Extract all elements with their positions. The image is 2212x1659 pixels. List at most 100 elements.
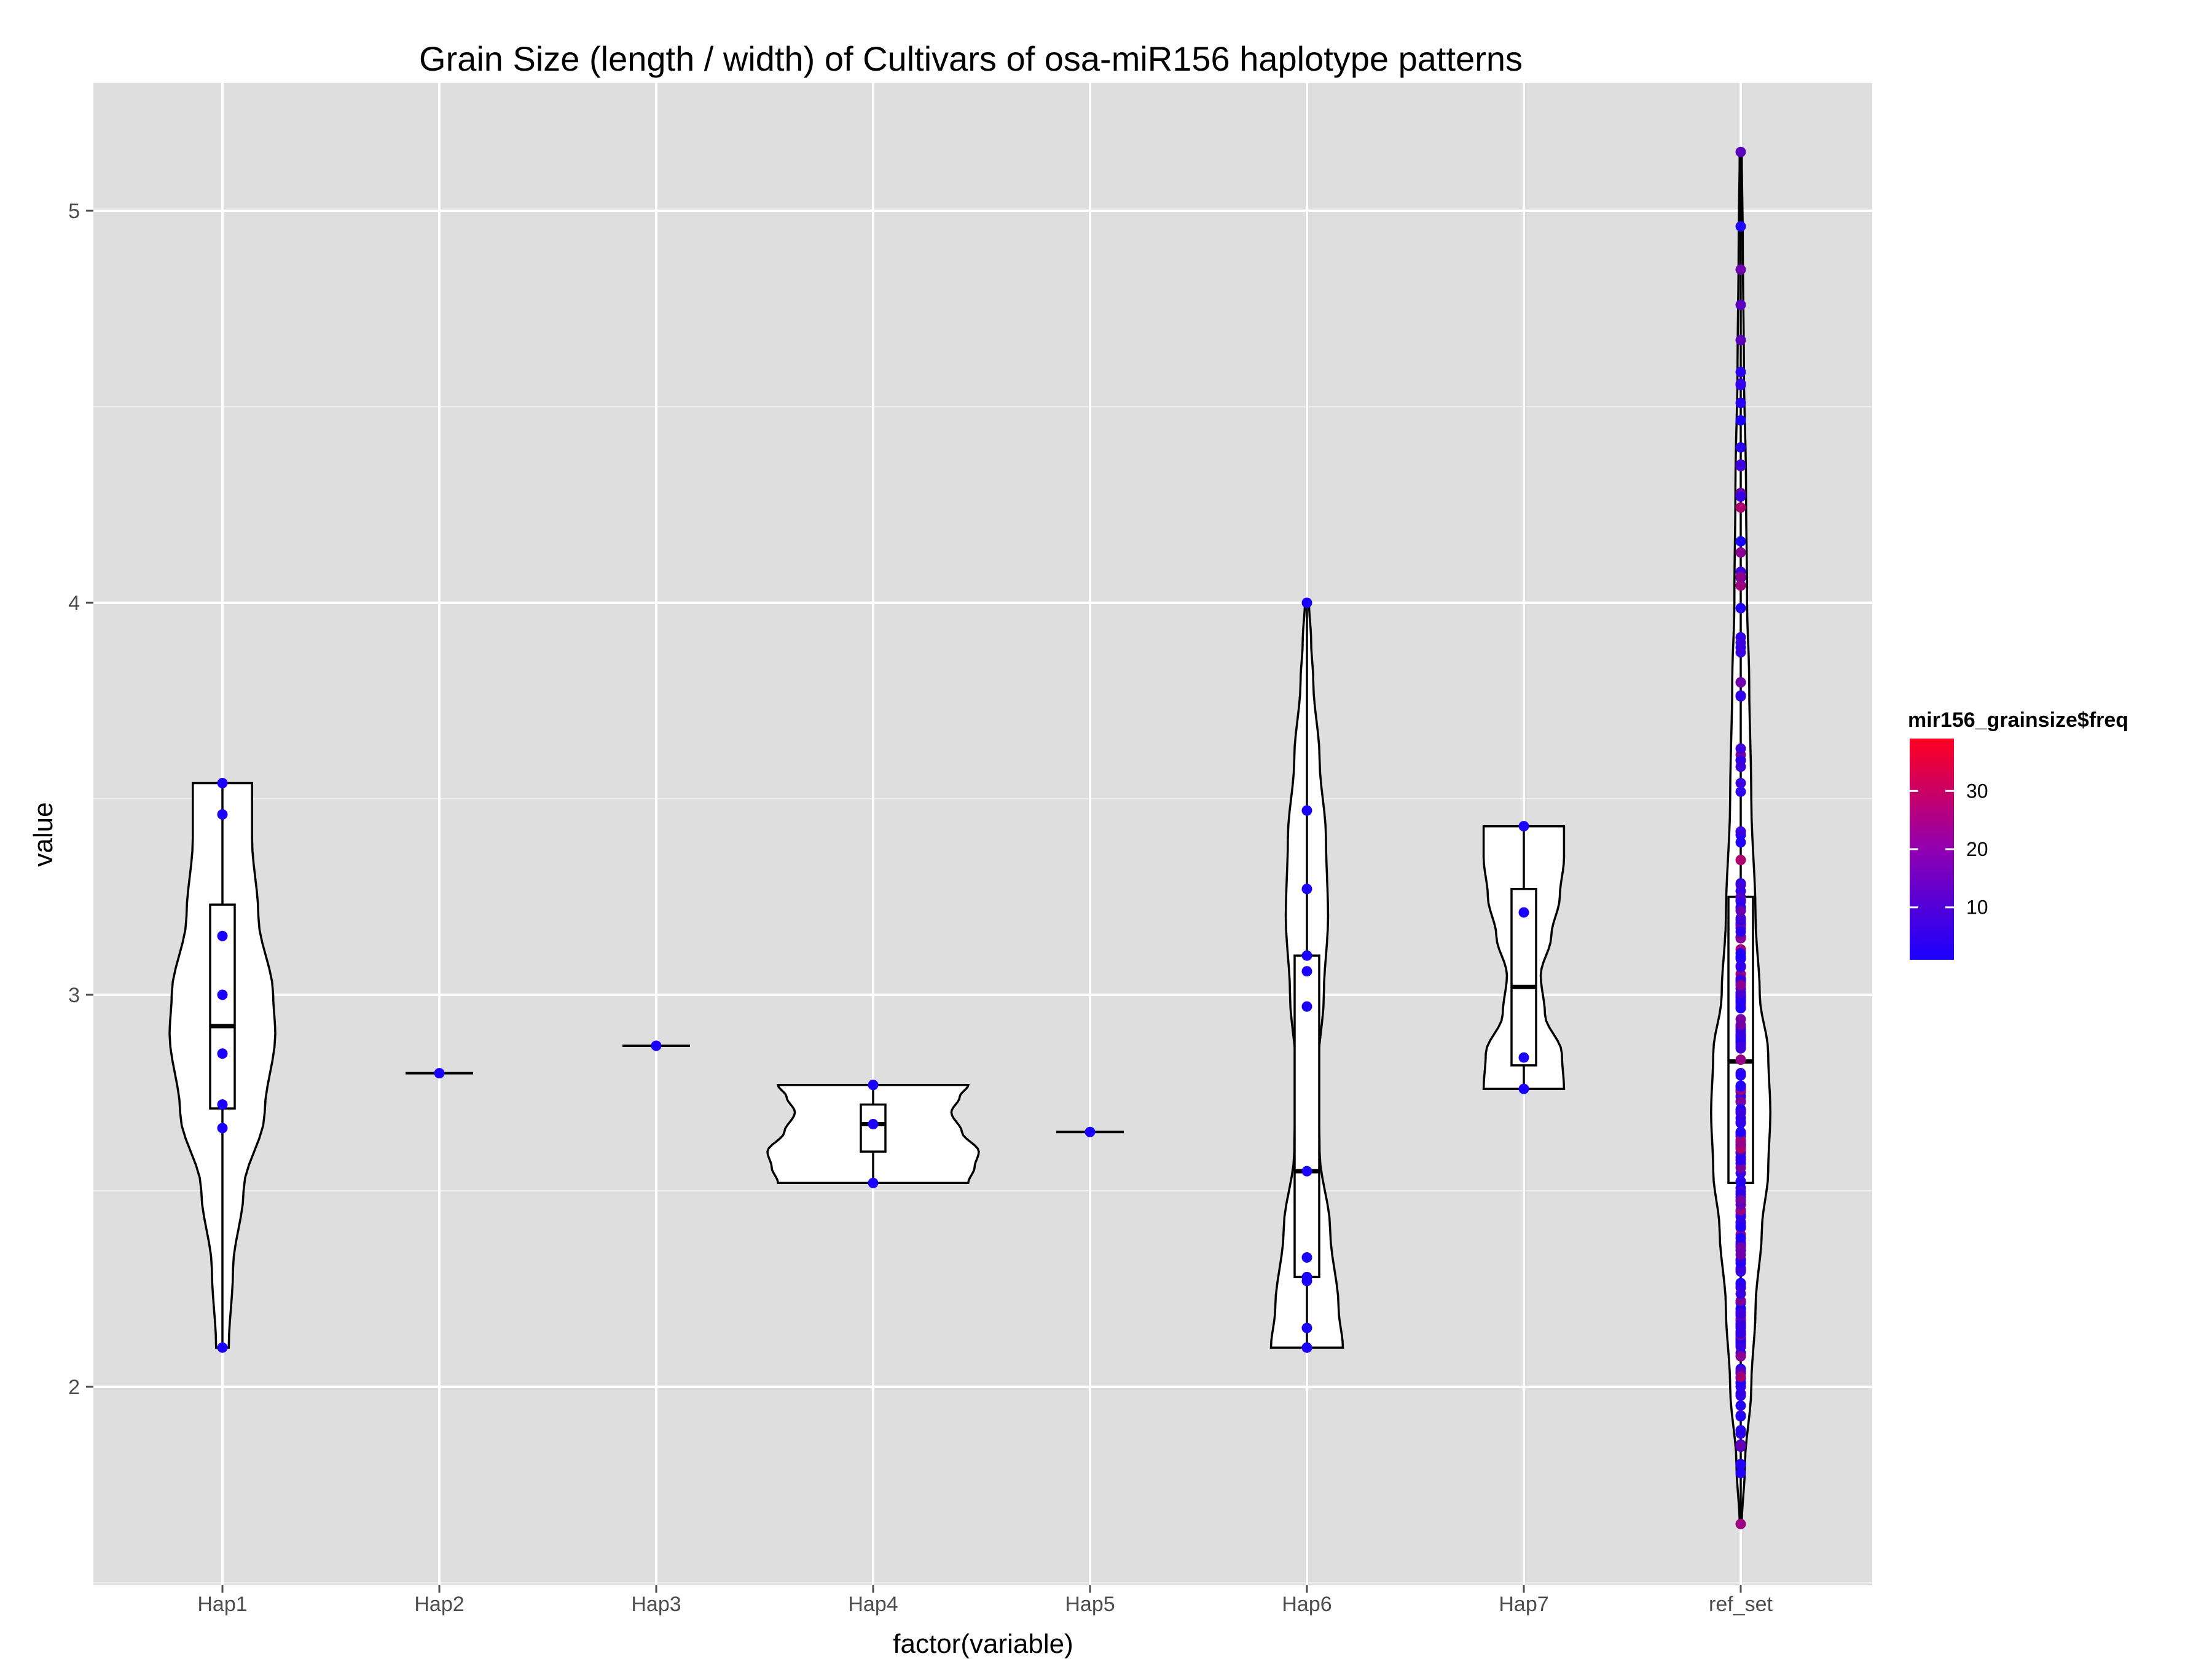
data-point <box>868 1080 879 1091</box>
data-point <box>1735 743 1746 754</box>
data-point <box>1735 1400 1746 1411</box>
data-points <box>217 146 1746 1529</box>
x-tick-label: Hap2 <box>414 1593 464 1616</box>
chart-title: Grain Size (length / width) of Cultivars… <box>419 39 1523 78</box>
data-point <box>1735 1003 1746 1014</box>
data-point <box>1735 1019 1746 1030</box>
data-point <box>1735 1081 1746 1092</box>
data-point <box>1735 580 1746 591</box>
data-point <box>1735 1054 1746 1065</box>
data-point <box>1735 637 1746 648</box>
data-point <box>1735 335 1746 346</box>
data-point <box>1735 1288 1746 1299</box>
data-point <box>1735 571 1746 582</box>
data-point <box>1735 761 1746 772</box>
data-point <box>1735 1155 1746 1166</box>
data-point <box>1735 146 1746 157</box>
legend-tick-label: 10 <box>1966 896 1988 919</box>
data-point <box>1735 1097 1746 1108</box>
data-point <box>651 1040 662 1051</box>
data-point <box>1301 1166 1312 1177</box>
data-point <box>1735 1411 1746 1422</box>
data-point <box>1735 1242 1746 1253</box>
data-point <box>1735 1118 1746 1129</box>
data-point <box>1301 1271 1312 1282</box>
data-point <box>1735 378 1746 390</box>
data-point <box>1735 677 1746 688</box>
x-tick-label: Hap3 <box>631 1593 681 1616</box>
box-Hap7 <box>1510 887 1537 1067</box>
y-tick-label: 4 <box>68 592 80 615</box>
data-point <box>1735 459 1746 470</box>
data-point <box>1735 1266 1746 1277</box>
data-point <box>1735 603 1746 614</box>
data-point <box>1735 1518 1746 1529</box>
y-tick-label: 2 <box>68 1376 80 1399</box>
data-point <box>1735 962 1746 973</box>
data-point <box>1735 366 1746 377</box>
data-point <box>1735 1107 1746 1118</box>
data-point <box>434 1068 445 1079</box>
data-point <box>1735 415 1746 426</box>
box-Hap4 <box>860 1103 887 1153</box>
data-point <box>1735 926 1746 937</box>
data-point <box>1301 805 1312 816</box>
data-point <box>1735 502 1746 513</box>
data-point <box>1735 536 1746 547</box>
x-tick-label: Hap6 <box>1282 1593 1332 1616</box>
data-point <box>1735 1070 1746 1081</box>
x-axis-title: factor(variable) <box>893 1629 1073 1659</box>
data-point <box>217 989 228 1000</box>
data-point <box>1735 1233 1746 1244</box>
data-point <box>217 1099 228 1110</box>
data-point <box>1518 821 1529 832</box>
data-point <box>1301 597 1312 608</box>
data-point <box>217 1048 228 1059</box>
data-point <box>1735 264 1746 275</box>
data-point <box>1735 442 1746 453</box>
data-point <box>1735 879 1746 890</box>
y-axis-title: value <box>28 802 58 866</box>
data-point <box>1735 1351 1746 1362</box>
data-point <box>1735 491 1746 502</box>
data-point <box>1735 786 1746 797</box>
data-point <box>1735 398 1746 409</box>
data-point <box>1735 1371 1746 1382</box>
data-point <box>1735 1137 1746 1148</box>
data-point <box>1735 837 1746 848</box>
data-point <box>1301 966 1312 977</box>
data-point <box>1735 826 1746 837</box>
legend-tick-label: 30 <box>1966 780 1988 802</box>
data-point <box>868 1177 879 1188</box>
data-point <box>1735 979 1746 990</box>
data-point <box>1735 1388 1746 1399</box>
data-point <box>1735 1440 1746 1451</box>
data-point <box>1301 1322 1312 1333</box>
data-point <box>1735 1459 1746 1470</box>
data-point <box>1735 905 1746 916</box>
data-point <box>1735 987 1746 998</box>
y-axis-ticks: 2 3 4 5 <box>68 200 93 1399</box>
data-point <box>1735 1249 1746 1260</box>
data-point <box>1735 1467 1746 1478</box>
data-point <box>1735 547 1746 558</box>
data-point <box>1301 1252 1312 1263</box>
data-point <box>1735 1222 1746 1233</box>
data-point <box>1735 1326 1746 1337</box>
legend-ticks: 10 20 30 <box>1910 780 1988 919</box>
data-point <box>1301 950 1312 961</box>
legend-title: mir156_grainsize$freq <box>1908 708 2128 732</box>
data-point <box>1735 1318 1746 1329</box>
data-point <box>1735 1162 1746 1173</box>
x-tick-label: Hap1 <box>197 1593 247 1616</box>
legend-tick-label: 20 <box>1966 838 1988 860</box>
plot-panel <box>93 83 1872 1585</box>
data-point <box>1735 1194 1746 1206</box>
data-point <box>217 1123 228 1134</box>
color-legend: mir156_grainsize$freq 10 20 30 <box>1908 708 2128 960</box>
data-point <box>1735 1126 1746 1137</box>
data-point <box>1735 647 1746 658</box>
data-point <box>1735 1308 1746 1319</box>
data-point <box>1735 221 1746 232</box>
